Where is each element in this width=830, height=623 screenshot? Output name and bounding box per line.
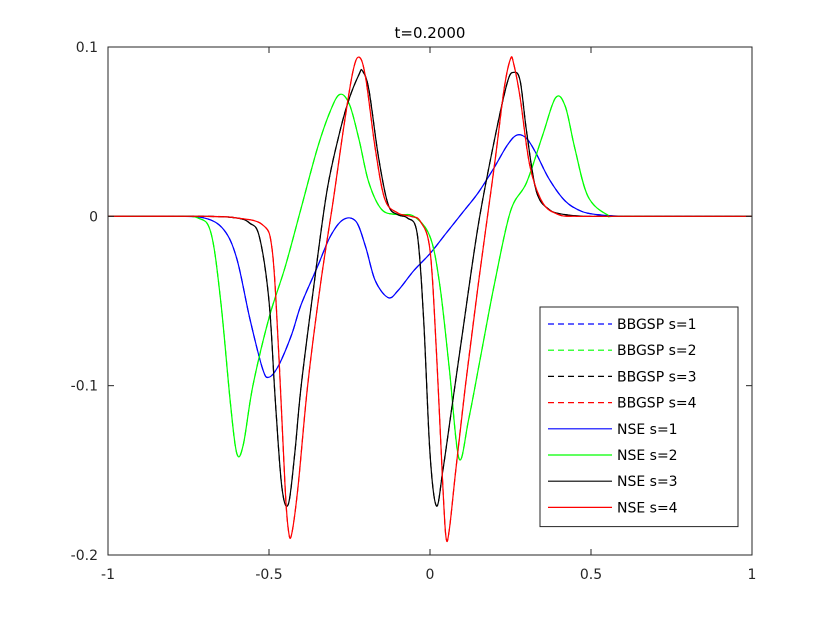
series-line-8 <box>107 56 752 543</box>
series-line-7 <box>107 68 752 507</box>
y-tick-label: -0.2 <box>71 548 98 564</box>
y-tick-label: 0 <box>89 209 98 225</box>
legend-label-8: NSE s=4 <box>617 500 678 516</box>
y-tick-label: -0.1 <box>71 379 98 395</box>
y-tick-label: 0.1 <box>76 40 98 56</box>
x-tick-label: -0.5 <box>255 567 282 583</box>
chart-title: t=0.2000 <box>395 24 466 42</box>
legend-label-4: BBGSP s=4 <box>617 396 697 412</box>
x-tick-label: -1 <box>101 567 115 583</box>
legend-label-2: BBGSP s=2 <box>617 343 697 359</box>
x-tick-label: 0.5 <box>580 567 602 583</box>
plot-area <box>107 56 753 543</box>
legend-box <box>539 306 739 528</box>
legend-label-3: BBGSP s=3 <box>617 369 697 385</box>
series-line-6 <box>107 93 753 461</box>
legend-label-1: BBGSP s=1 <box>617 317 697 333</box>
legend: BBGSP s=1 BBGSP s=2 BBGSP s=3 BBGSP s=4 NSE … <box>539 306 739 528</box>
legend-label-7: NSE s=3 <box>617 474 678 490</box>
axis-ticks: -1 -0.5 0 0.5 1 -0.2 -0.1 0 0.1 <box>71 40 757 583</box>
x-tick-label: 0 <box>426 567 435 583</box>
legend-label-6: NSE s=2 <box>617 448 678 464</box>
series-line-5 <box>107 134 752 379</box>
x-tick-label: 1 <box>748 567 757 583</box>
legend-label-5: NSE s=1 <box>617 422 678 438</box>
